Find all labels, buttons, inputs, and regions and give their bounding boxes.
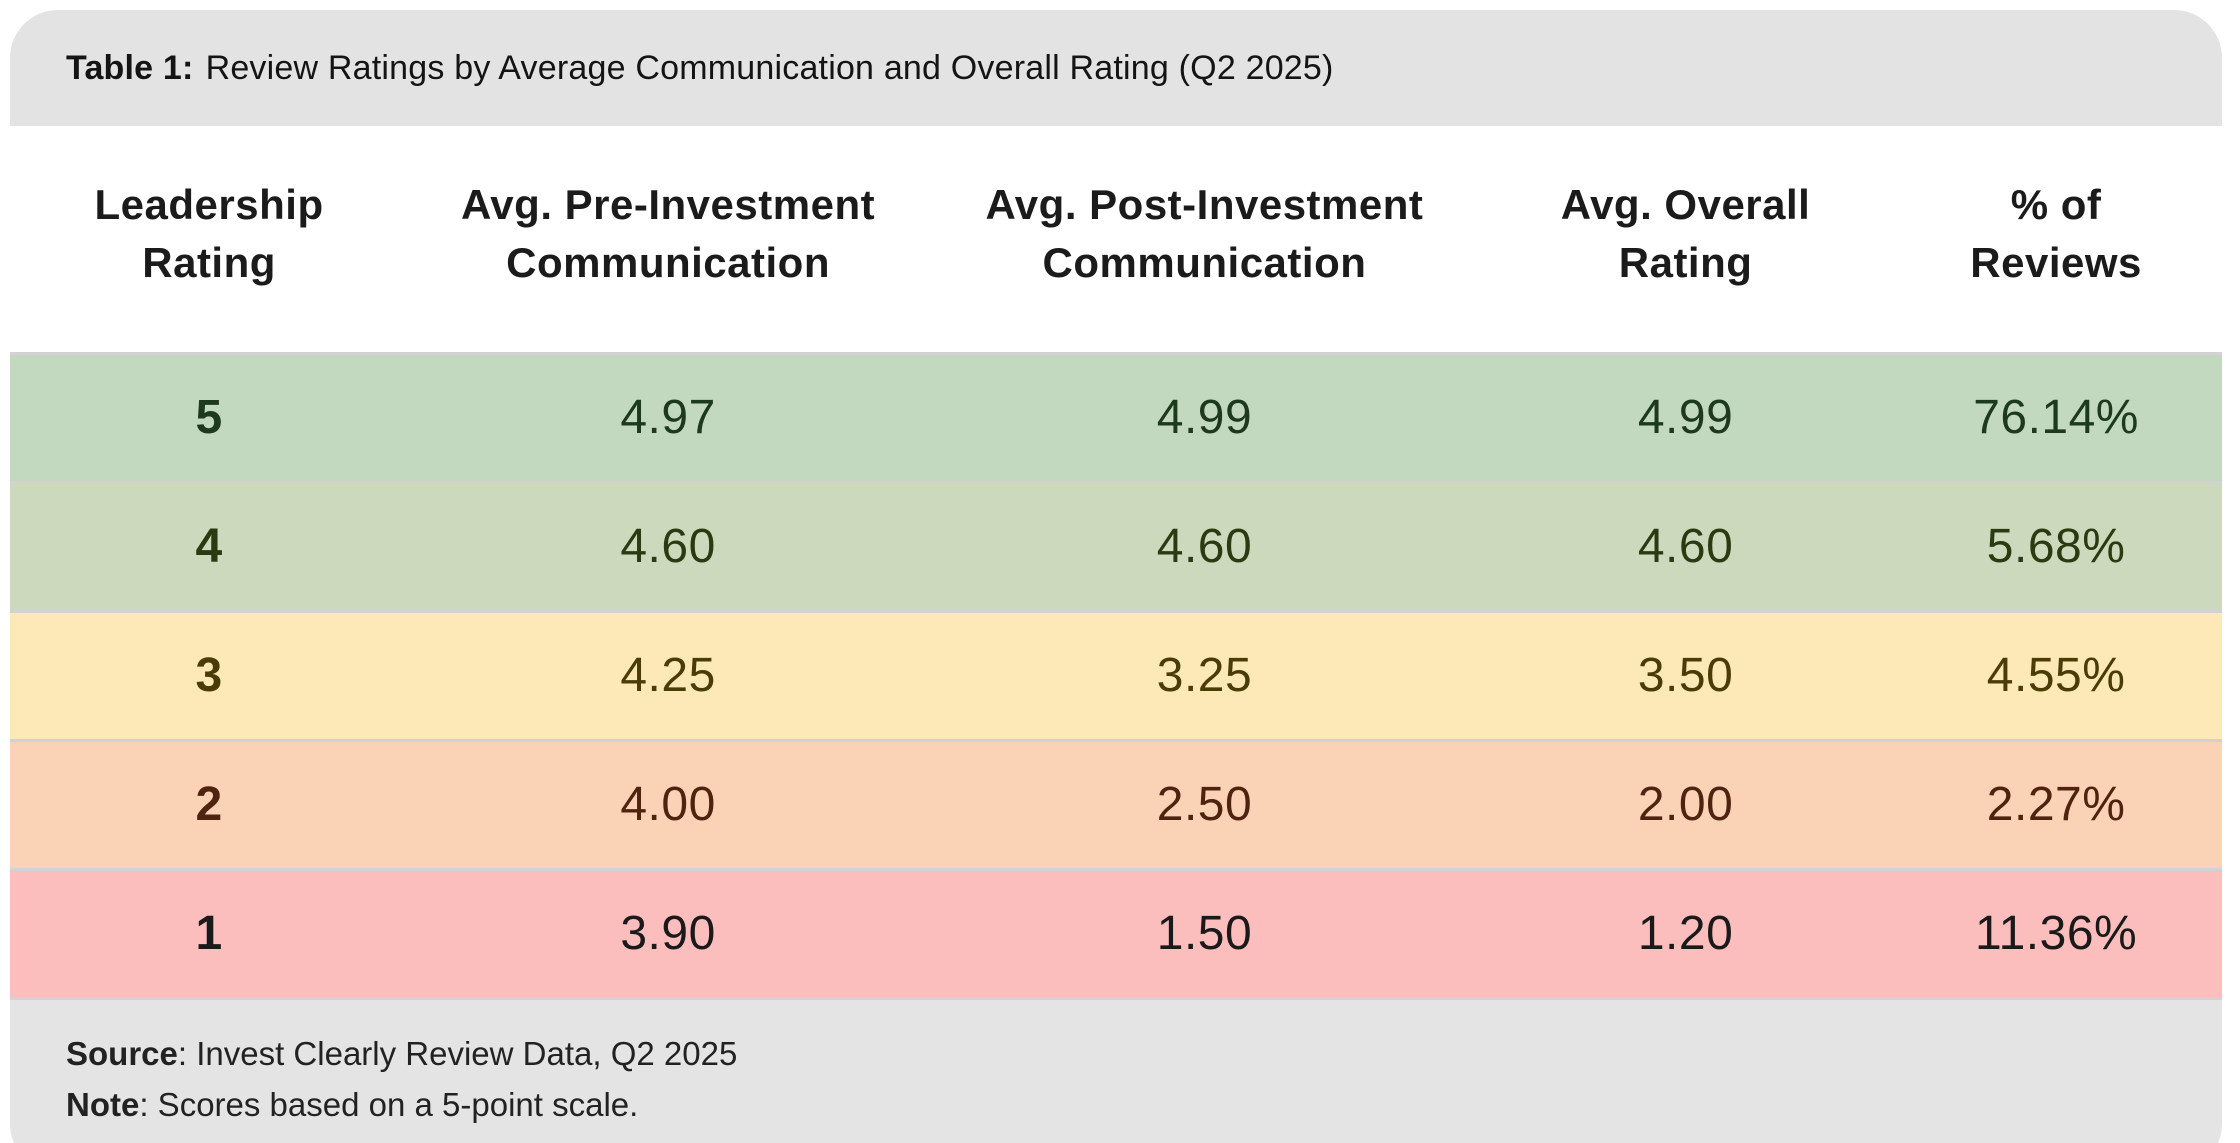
cell-overall-rating: 4.60	[1637, 520, 1734, 574]
column-header-leadership-rating: Leadership Rating	[94, 181, 324, 286]
footer-source-line: Source: Invest Clearly Review Data, Q2 2…	[66, 1028, 2166, 1079]
cell-post-investment: 1.50	[1156, 907, 1253, 961]
table-number-label: Table 1:	[66, 48, 194, 87]
page-title: Review Ratings by Average Communication …	[205, 48, 1334, 87]
cell-post-investment: 4.99	[1156, 391, 1253, 445]
cell-overall-rating: 1.20	[1637, 907, 1734, 961]
table-title-bar: Table 1: Review Ratings by Average Commu…	[10, 10, 2222, 126]
cell-pct-of-reviews: 4.55%	[1986, 649, 2126, 703]
cell-pct-of-reviews: 11.36%	[1974, 907, 2138, 961]
table-row-rating-1: 1 3.90 1.50 1.20 11.36%	[10, 867, 2222, 997]
table-row-rating-3: 3 4.25 3.25 3.50 4.55%	[10, 609, 2222, 739]
table-card: Table 1: Review Ratings by Average Commu…	[10, 10, 2222, 1143]
table-row-rating-2: 2 4.00 2.50 2.00 2.27%	[10, 738, 2222, 868]
cell-pct-of-reviews: 2.27%	[1986, 778, 2126, 832]
cell-leadership-rating: 1	[195, 907, 223, 961]
column-header-overall-rating: Avg. Overall Rating	[1560, 181, 1811, 286]
cell-pre-investment: 4.25	[620, 649, 716, 703]
cell-post-investment: 4.60	[1156, 520, 1253, 574]
table-footer: Source: Invest Clearly Review Data, Q2 2…	[10, 996, 2222, 1143]
cell-overall-rating: 4.99	[1637, 391, 1734, 445]
cell-pre-investment: 4.00	[620, 778, 716, 832]
cell-post-investment: 3.25	[1156, 649, 1253, 703]
footer-note-line: Note: Scores based on a 5-point scale.	[66, 1079, 2166, 1130]
cell-leadership-rating: 5	[195, 391, 223, 445]
cell-overall-rating: 2.00	[1637, 778, 1734, 832]
source-text: : Invest Clearly Review Data, Q2 2025	[177, 1034, 738, 1072]
column-header-pre-investment-communication: Avg. Pre-Investment Communication	[461, 181, 876, 286]
cell-leadership-rating: 3	[195, 649, 223, 703]
cell-pre-investment: 4.60	[620, 520, 716, 574]
column-header-row: Leadership Rating Avg. Pre-Investment Co…	[10, 126, 2222, 352]
cell-pct-of-reviews: 5.68%	[1986, 520, 2126, 574]
note-text: : Scores based on a 5-point scale.	[139, 1086, 639, 1124]
note-label: Note	[66, 1086, 140, 1124]
source-label: Source	[66, 1034, 178, 1072]
column-header-pct-of-reviews: % of Reviews	[1970, 181, 2142, 286]
cell-leadership-rating: 4	[195, 520, 223, 574]
cell-pct-of-reviews: 76.14%	[1973, 391, 2139, 445]
cell-leadership-rating: 2	[195, 778, 223, 832]
cell-post-investment: 2.50	[1156, 778, 1253, 832]
table-row-rating-5: 5 4.97 4.99 4.99 76.14%	[10, 351, 2222, 481]
cell-overall-rating: 3.50	[1637, 649, 1734, 703]
cell-pre-investment: 4.97	[620, 391, 716, 445]
table-row-rating-4: 4 4.60 4.60 4.60 5.68%	[10, 480, 2222, 610]
cell-pre-investment: 3.90	[620, 907, 716, 961]
column-header-post-investment-communication: Avg. Post-Investment Communication	[985, 181, 1424, 286]
